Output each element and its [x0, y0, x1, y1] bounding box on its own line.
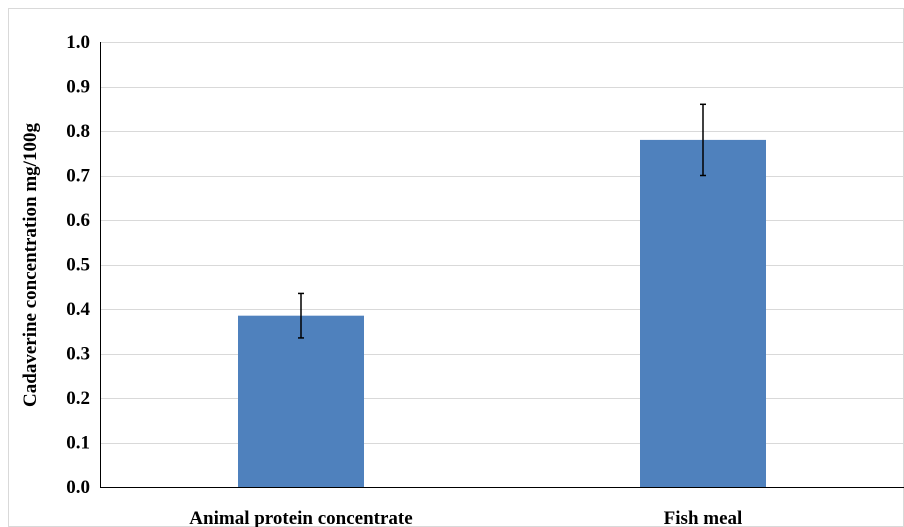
y-axis-title: Cadaverine concentration mg/100g [20, 123, 41, 407]
bars [238, 139, 766, 487]
axes [100, 42, 904, 488]
x-tick-label: Fish meal [664, 508, 743, 527]
y-tick-label: 0.0 [66, 477, 90, 498]
y-tick-label: 0.9 [66, 77, 90, 98]
x-tick-label: Animal protein concentrate [189, 508, 412, 527]
y-tick-label: 0.3 [66, 344, 90, 365]
y-tick-label: 0.6 [66, 210, 90, 231]
bar [640, 139, 766, 487]
bar [238, 315, 364, 487]
chart-border [8, 8, 904, 527]
y-tick-label: 1.0 [66, 32, 90, 53]
error-bars [298, 103, 706, 339]
y-tick-labels: 0.0 0.1 0.2 0.3 0.4 0.5 0.6 0.7 0.8 0.9 1.0 [66, 32, 90, 498]
y-tick-label: 0.1 [66, 433, 90, 454]
y-tick-label: 0.5 [66, 255, 90, 276]
y-tick-label: 0.2 [66, 388, 90, 409]
x-tick-labels: Animal protein concentrate Fish meal [189, 508, 742, 527]
y-tick-label: 0.8 [66, 121, 90, 142]
y-tick-label: 0.4 [66, 299, 90, 320]
y-tick-label: 0.7 [66, 166, 90, 187]
gridlines [100, 42, 904, 444]
